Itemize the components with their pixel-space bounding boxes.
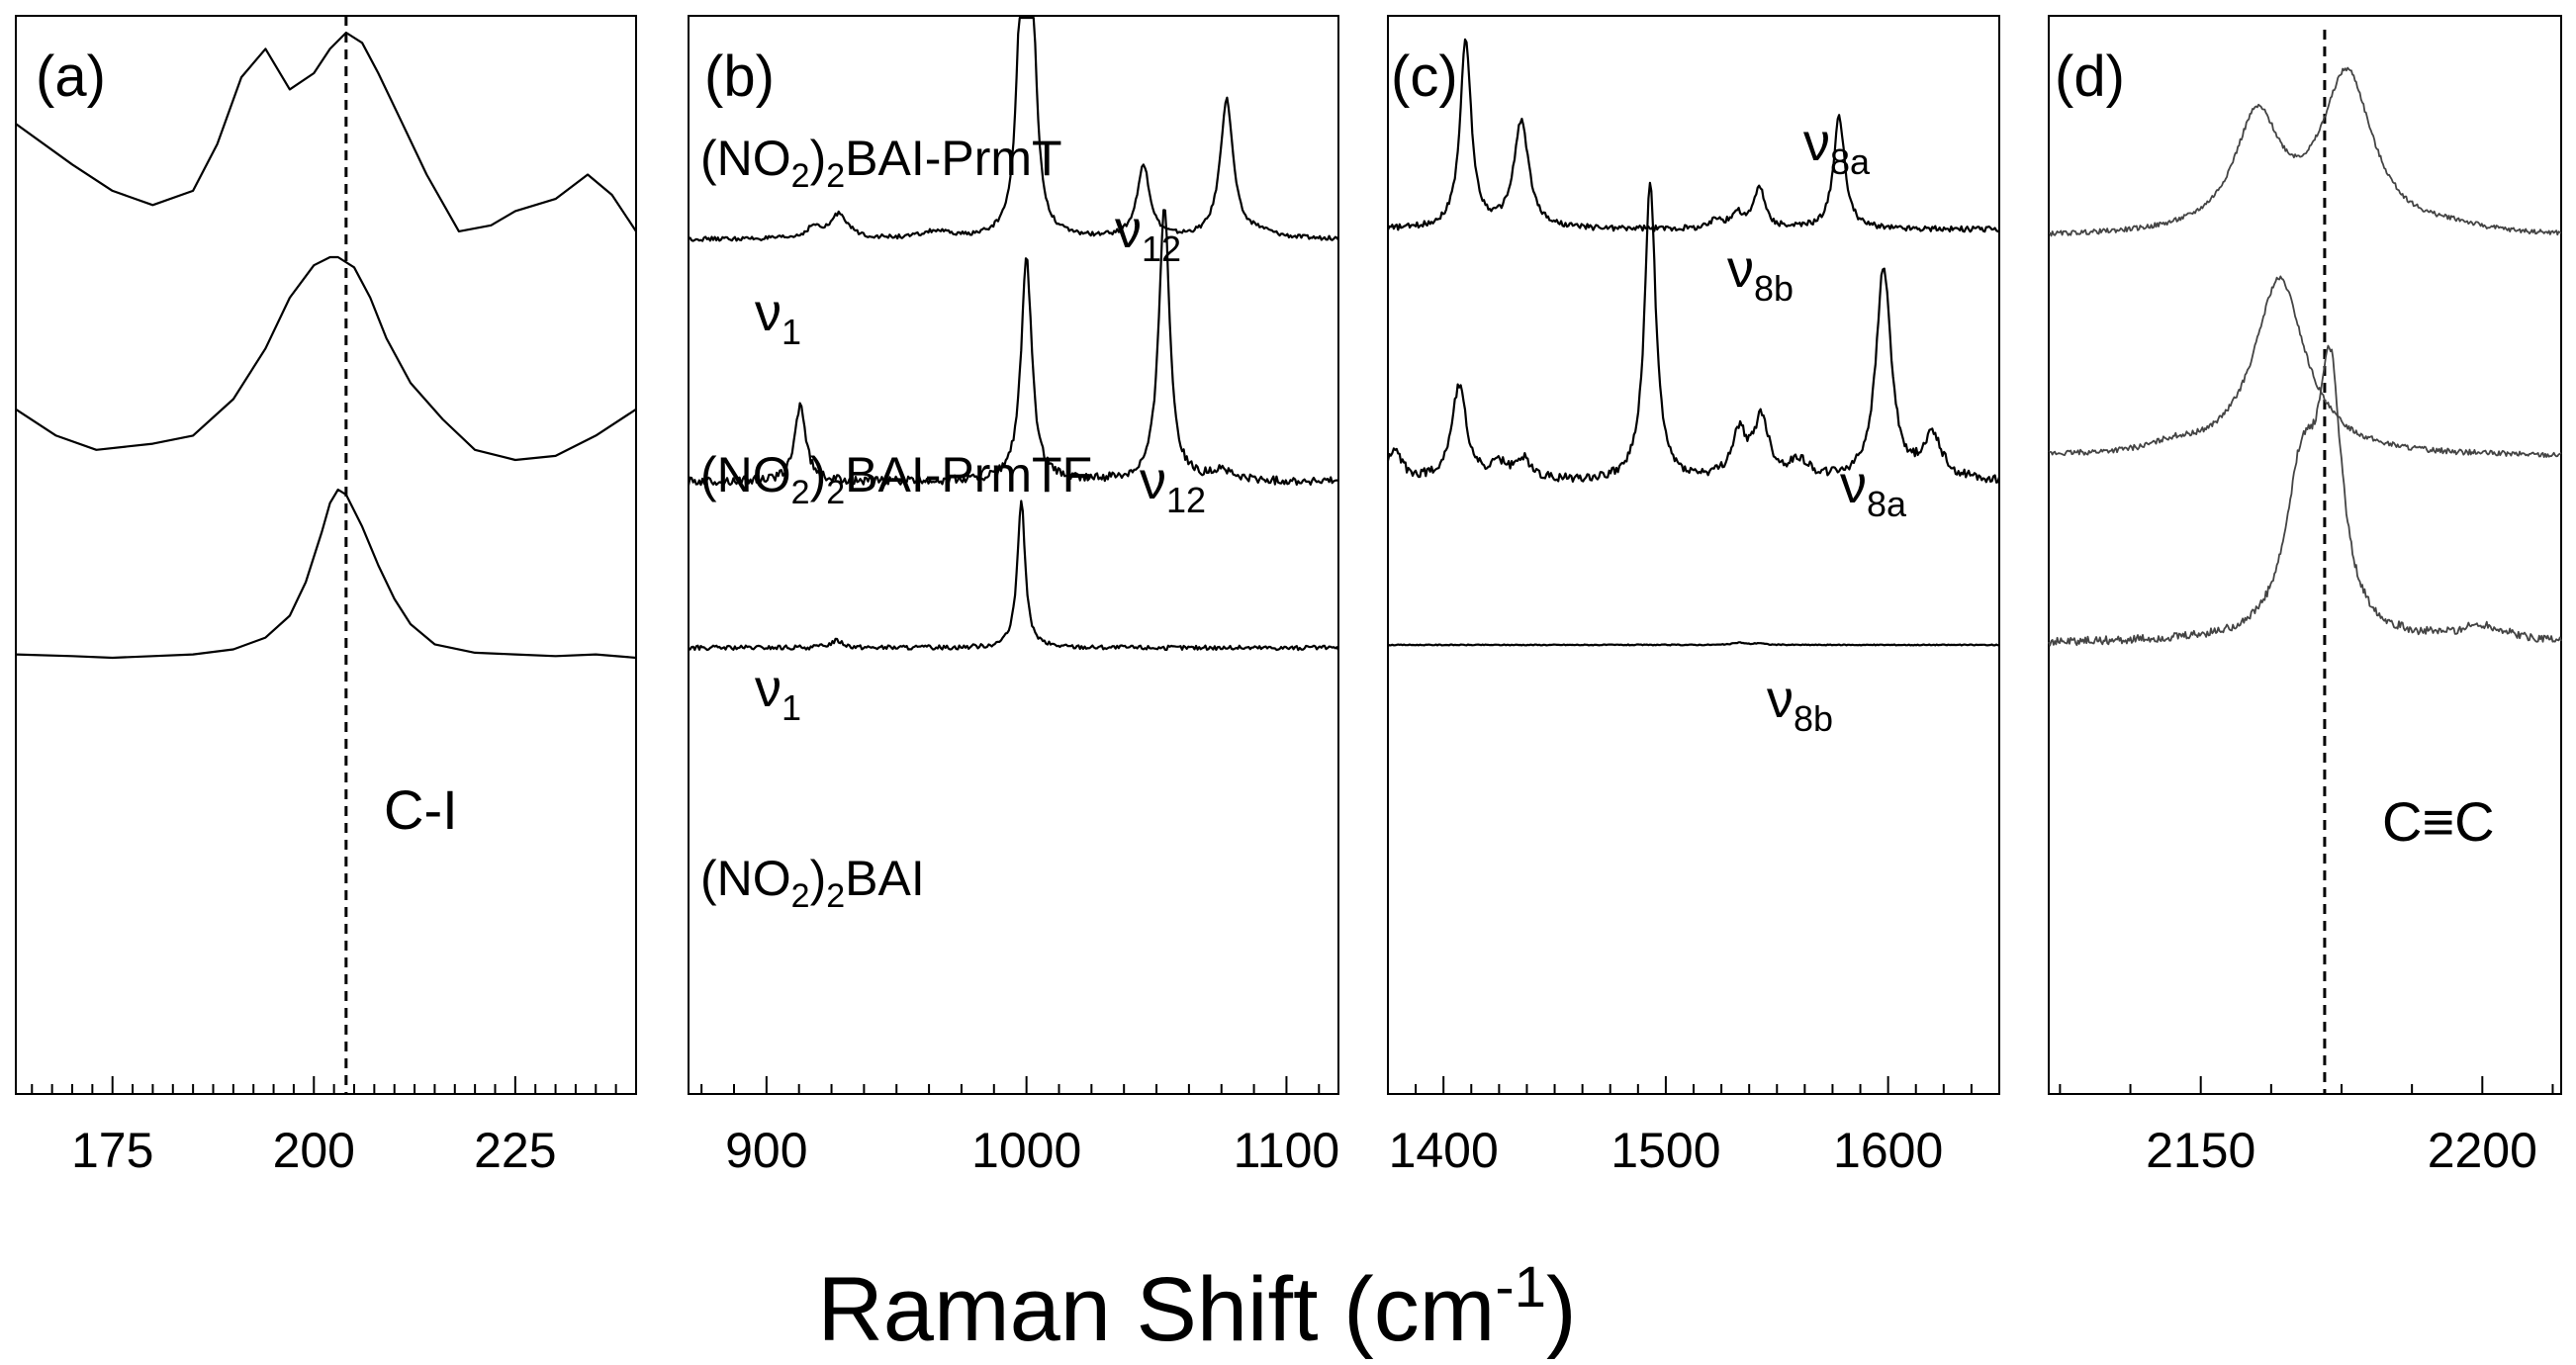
trace--no2-2bai-prmt [2048, 66, 2562, 237]
spectra-traces [15, 31, 637, 660]
x-tick-label: 175 [71, 1123, 153, 1178]
x-tick-label: 1500 [1610, 1123, 1720, 1178]
x-tick-label: 2150 [2146, 1123, 2255, 1178]
nu12-prmt: ν12 [1115, 200, 1181, 269]
panel-a-label: (a) [36, 45, 106, 109]
x-axis-ticks: 2150 2200 [2059, 1076, 2554, 1178]
x-tick-label: 1100 [1234, 1123, 1340, 1178]
x-tick-label: 225 [474, 1123, 556, 1178]
trace--no2-2bai [1387, 641, 1999, 647]
panel-c: (c) ν8a ν8b ν8a ν8b 1400 1500 1600 [1386, 15, 2001, 1178]
label-bai: (NO2)2BAI [700, 851, 925, 915]
x-tick-label: 900 [725, 1123, 807, 1178]
nu8b-prmtf: ν8b [1767, 670, 1833, 739]
x-axis-ticks: 175 200 225 [31, 1076, 637, 1178]
panel-c-label: (c) [1391, 45, 1458, 109]
panel-a-frame [15, 15, 637, 1095]
trace--no2-2bai-prmtf [1386, 181, 2001, 484]
trace--no2-2bai [2048, 344, 2562, 647]
trace--no2-2bai [688, 500, 1339, 652]
spectra-traces [687, 16, 1339, 652]
trace--no2-2bai [15, 488, 637, 660]
x-tick-label: 1400 [1389, 1123, 1499, 1178]
panel-d-label: (d) [2055, 45, 2125, 109]
x-axis-title: Raman Shift (cm-1) [817, 1255, 1576, 1360]
trace--no2-2bai-prmt [15, 31, 637, 232]
annotation-c-i: C-I [384, 778, 458, 841]
trace--no2-2bai-prmtf [15, 255, 637, 462]
spectra-traces [2048, 66, 2562, 647]
spectra-traces [1386, 38, 2001, 647]
nu1-prmt: ν1 [755, 283, 801, 352]
trace--no2-2bai-prmt [1386, 38, 2000, 233]
x-tick-label: 1000 [971, 1123, 1081, 1178]
nu8a-prmtf: ν8a [1840, 455, 1907, 524]
x-axis-ticks: 900 1000 1100 [700, 1076, 1340, 1178]
panel-d-frame [2048, 15, 2562, 1095]
trace--no2-2bai-prmt [688, 16, 1339, 242]
x-tick-label: 1600 [1833, 1123, 1943, 1178]
panel-b-label: (b) [704, 45, 775, 109]
panel-b-frame [688, 15, 1339, 1095]
nu1-prmtf: ν1 [755, 659, 801, 728]
trace--no2-2bai-prmtf [2048, 275, 2562, 458]
x-axis-ticks: 1400 1500 1600 [1387, 1076, 2000, 1178]
label-prmt: (NO2)2BAI-PrmT [700, 131, 1062, 195]
nu8a-prmt: ν8a [1803, 113, 1871, 182]
x-tick-label: 2200 [2428, 1123, 2537, 1178]
label-prmtf: (NO2)2BAI-PrmTF [700, 447, 1092, 511]
panel-d: (d) C≡C 2150 2200 [2048, 15, 2562, 1178]
nu12-prmtf: ν12 [1140, 451, 1206, 520]
x-tick-label: 200 [273, 1123, 355, 1178]
panel-c-frame [1387, 15, 2000, 1095]
annotation-c-triple-c: C≡C [2382, 790, 2495, 853]
trace--no2-2bai-prmtf [687, 209, 1339, 487]
nu8b-prmt: ν8b [1727, 239, 1794, 309]
panel-a: (a) C-I 175 200 225 [15, 15, 637, 1178]
panel-b: (b) (NO2)2BAI-PrmT (NO2)2BAI-PrmTF (NO2)… [687, 15, 1340, 1178]
